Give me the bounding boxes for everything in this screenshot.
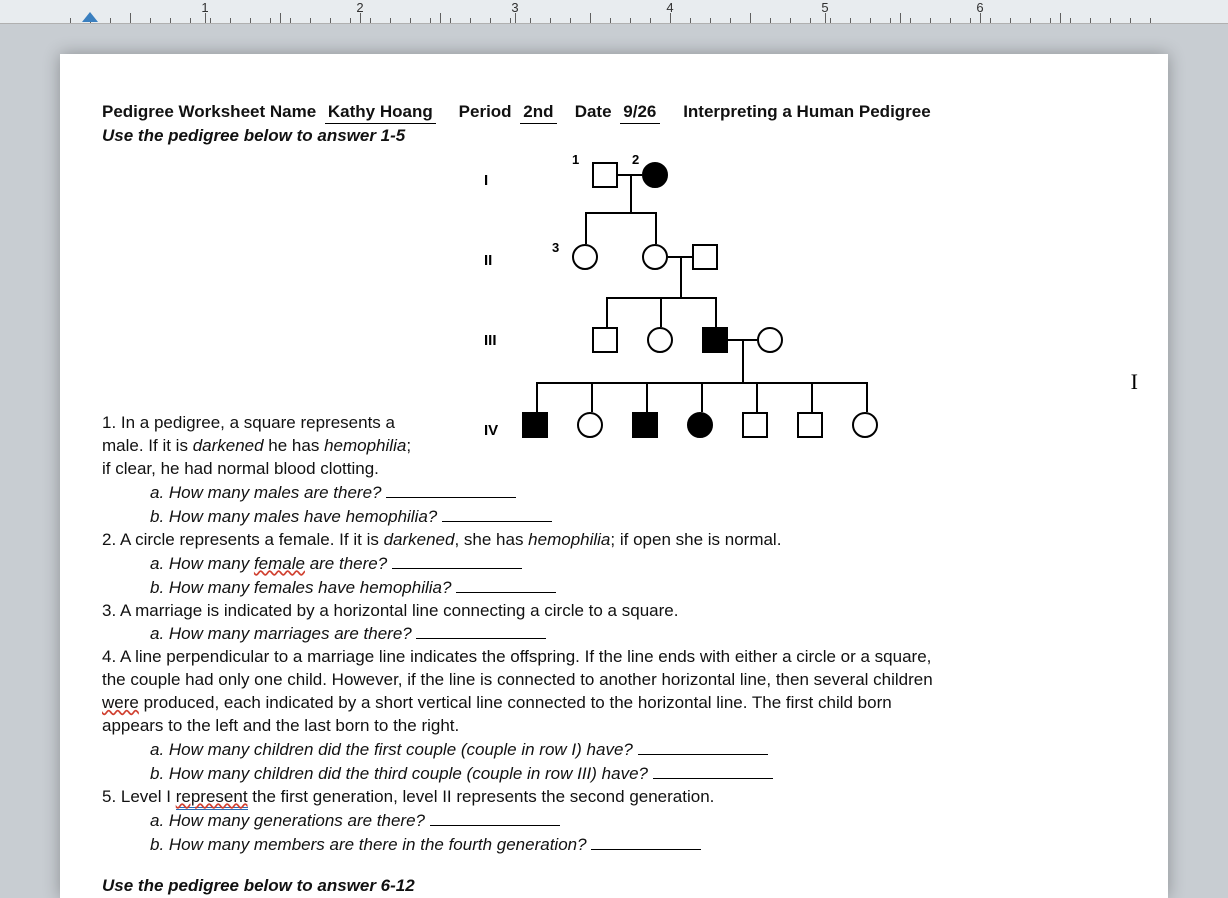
q3a: a. How many marriages are there? xyxy=(150,622,1126,646)
generation-label: I xyxy=(484,172,488,189)
q2: 2. A circle represents a female. If it i… xyxy=(102,529,1126,552)
period-label: Period xyxy=(459,102,512,121)
q4-l2: the couple had only one child. However, … xyxy=(102,669,1126,692)
q3: 3. A marriage is indicated by a horizont… xyxy=(102,600,1126,623)
name-value: Kathy Hoang xyxy=(325,102,436,124)
title-label: Pedigree Worksheet Name xyxy=(102,102,316,121)
q1b: b. How many males have hemophilia? xyxy=(150,505,1126,529)
pedigree-number-label: 2 xyxy=(632,152,639,167)
q4-l4: appears to the left and the last born to… xyxy=(102,715,1126,738)
q5: 5. Level I represent the first generatio… xyxy=(102,786,1126,809)
date-value: 9/26 xyxy=(620,102,660,124)
pedigree-node xyxy=(522,412,548,438)
pedigree-node xyxy=(687,412,713,438)
pedigree-vline xyxy=(591,382,593,412)
pedigree-vline xyxy=(536,382,538,412)
pedigree-vline xyxy=(701,382,703,412)
pedigree-vline xyxy=(655,212,657,244)
pedigree-vline xyxy=(630,174,632,212)
sub-header: Use the pedigree below to answer 1-5 xyxy=(102,126,1126,146)
pedigree-diagram: IIIIIIIV123 xyxy=(102,152,1126,452)
q4-l1: 4. A line perpendicular to a marriage li… xyxy=(102,646,1126,669)
date-label: Date xyxy=(575,102,612,121)
pedigree-number-label: 3 xyxy=(552,240,559,255)
q1a: a. How many males are there? xyxy=(150,481,1126,505)
q4a-sub: a. How many children did the first coupl… xyxy=(150,738,1126,762)
pedigree-vline xyxy=(866,382,868,412)
footer-instruction: Use the pedigree below to answer 6-12 xyxy=(102,875,1126,898)
pedigree-node xyxy=(572,244,598,270)
pedigree-node xyxy=(642,162,668,188)
worksheet-header: Pedigree Worksheet Name Kathy Hoang Peri… xyxy=(102,102,1126,124)
pedigree-node xyxy=(647,327,673,353)
pedigree-node xyxy=(592,162,618,188)
questions-block: 1. In a pedigree, a square represents a … xyxy=(102,412,1126,898)
document-page[interactable]: I Pedigree Worksheet Name Kathy Hoang Pe… xyxy=(60,54,1168,898)
q2b: b. How many females have hemophilia? xyxy=(150,576,1126,600)
pedigree-node xyxy=(632,412,658,438)
pedigree-vline xyxy=(742,339,744,382)
pedigree-vline xyxy=(606,297,608,327)
page-container: I Pedigree Worksheet Name Kathy Hoang Pe… xyxy=(0,24,1228,898)
pedigree-node xyxy=(642,244,668,270)
q5b: b. How many members are there in the fou… xyxy=(150,833,1126,857)
pedigree-vline xyxy=(585,212,587,244)
q2a: a. How many female are there? xyxy=(150,552,1126,576)
q4-l3: were produced, each indicated by a short… xyxy=(102,692,1126,715)
pedigree-node xyxy=(592,327,618,353)
q5a: a. How many generations are there? xyxy=(150,809,1126,833)
pedigree-vline xyxy=(680,256,682,297)
pedigree-hline xyxy=(585,212,655,214)
ruler: 123456 xyxy=(0,0,1228,24)
right-title: Interpreting a Human Pedigree xyxy=(683,102,931,121)
pedigree-node xyxy=(742,412,768,438)
pedigree-node xyxy=(852,412,878,438)
generation-label: II xyxy=(484,252,492,269)
q4b-sub: b. How many children did the third coupl… xyxy=(150,762,1126,786)
pedigree-number-label: 1 xyxy=(572,152,579,167)
generation-label: IV xyxy=(484,422,498,439)
pedigree-node xyxy=(577,412,603,438)
pedigree-vline xyxy=(646,382,648,412)
pedigree-node xyxy=(757,327,783,353)
pedigree-node xyxy=(702,327,728,353)
pedigree-vline xyxy=(811,382,813,412)
pedigree-vline xyxy=(660,297,662,327)
pedigree-vline xyxy=(756,382,758,412)
pedigree-vline xyxy=(715,297,717,327)
pedigree-node xyxy=(692,244,718,270)
pedigree-node xyxy=(797,412,823,438)
period-value: 2nd xyxy=(520,102,556,124)
generation-label: III xyxy=(484,332,497,349)
q1-line3: if clear, he had normal blood clotting. xyxy=(102,458,1126,481)
text-cursor: I xyxy=(1131,369,1138,395)
